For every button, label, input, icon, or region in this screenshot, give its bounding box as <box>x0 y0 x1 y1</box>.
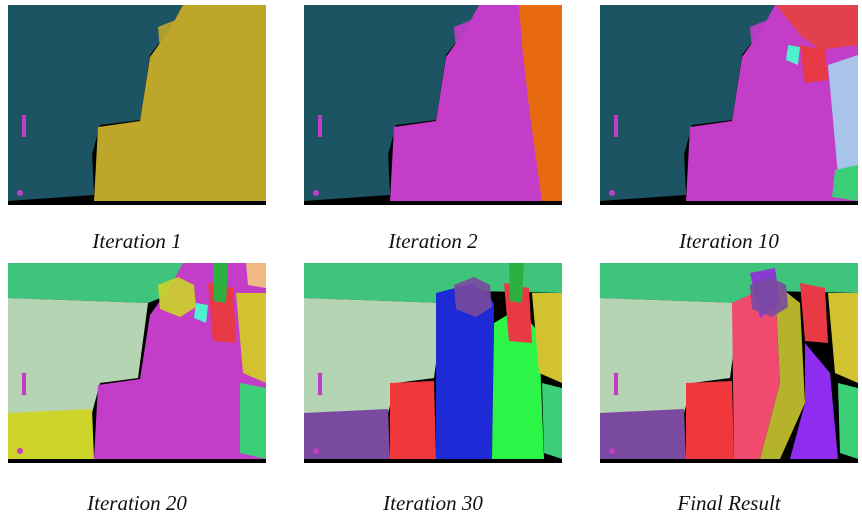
caption: Final Result <box>676 491 781 515</box>
small-segment <box>614 115 618 137</box>
segmentation-image <box>8 5 266 205</box>
caption: Iteration 1 <box>91 229 181 253</box>
small-segment <box>313 190 319 196</box>
segment <box>509 263 524 303</box>
segment <box>686 381 734 459</box>
small-segment <box>17 190 23 196</box>
small-segment <box>17 448 23 454</box>
segmentation-image <box>304 263 562 463</box>
small-segment <box>609 448 615 454</box>
segment <box>246 263 266 288</box>
figure: Iteration 1 Iteration 2 Iteration 10 Iterat… <box>0 0 862 519</box>
segment <box>240 383 266 459</box>
segment <box>832 165 858 201</box>
segment <box>213 263 228 303</box>
segment <box>838 383 858 459</box>
caption: Iteration 30 <box>382 491 483 515</box>
small-segment <box>609 190 615 196</box>
small-segment <box>318 115 322 137</box>
segmentation-image <box>600 263 858 463</box>
caption: Iteration 10 <box>678 229 779 253</box>
caption: Iteration 20 <box>86 491 187 515</box>
small-segment <box>22 115 26 137</box>
small-segment <box>313 448 319 454</box>
segmentation-image <box>8 263 266 463</box>
segmentation-image <box>600 5 858 205</box>
segment <box>542 383 562 459</box>
segmentation-image <box>304 5 562 205</box>
caption: Iteration 2 <box>387 229 478 253</box>
segment <box>390 381 436 459</box>
small-segment <box>22 373 26 395</box>
small-segment <box>614 373 618 395</box>
small-segment <box>318 373 322 395</box>
